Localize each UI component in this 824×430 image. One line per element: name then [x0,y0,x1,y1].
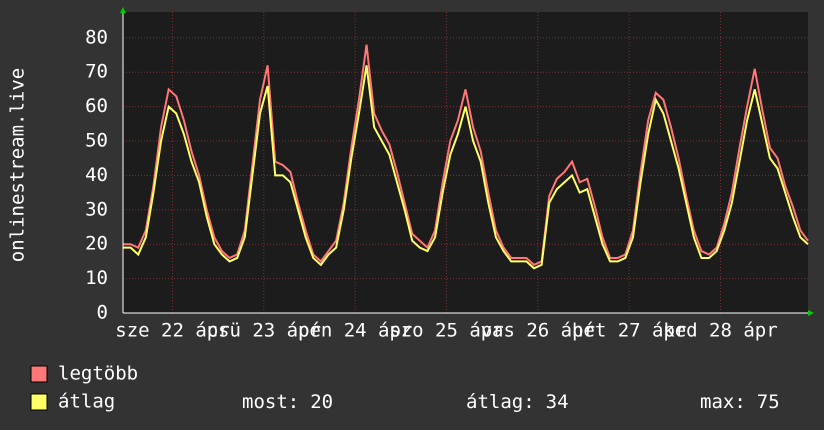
series-line [123,44,809,267]
series-line [123,65,809,270]
x-tick-label: hét 27 ápr [572,320,686,342]
y-tick-label: 30 [85,198,108,220]
stat: max: 75 [700,391,780,413]
stat-value: 20 [310,391,333,413]
x-tick-label: vas 26 ápr [481,320,595,342]
legend-label: legtöbb [58,363,138,385]
stat-label: átlag: [466,391,535,413]
x-tick-label: szo 25 ápr [389,320,503,342]
stat: átlag: 34 [466,391,569,413]
stat: most: 20 [242,391,333,413]
y-tick-label: 80 [85,26,108,48]
y-tick-label: 40 [85,164,108,186]
y-tick-label: 70 [85,61,108,83]
x-tick-label: csü 23 ápr [207,320,321,342]
legend-swatch [30,393,48,411]
y-axis-label: onlinestream.live [7,68,29,262]
x-tick-label: ked 28 ápr [663,320,777,342]
axis-arrow [120,7,126,13]
legend-swatch [30,365,48,383]
y-tick-label: 20 [85,233,108,255]
stat-label: max: [700,391,746,413]
axis-arrow [808,310,814,316]
stat-value: 75 [757,391,780,413]
plot-area [123,12,808,313]
stat-label: most: [242,391,299,413]
x-tick-label: sze 22 ápr [115,320,229,342]
legend-label: átlag [58,391,115,413]
y-tick-label: 10 [85,267,108,289]
y-tick-label: 0 [97,302,108,324]
y-tick-label: 50 [85,130,108,152]
y-tick-label: 60 [85,95,108,117]
stat-value: 34 [546,391,569,413]
x-tick-label: pén 24 ápr [298,320,412,342]
